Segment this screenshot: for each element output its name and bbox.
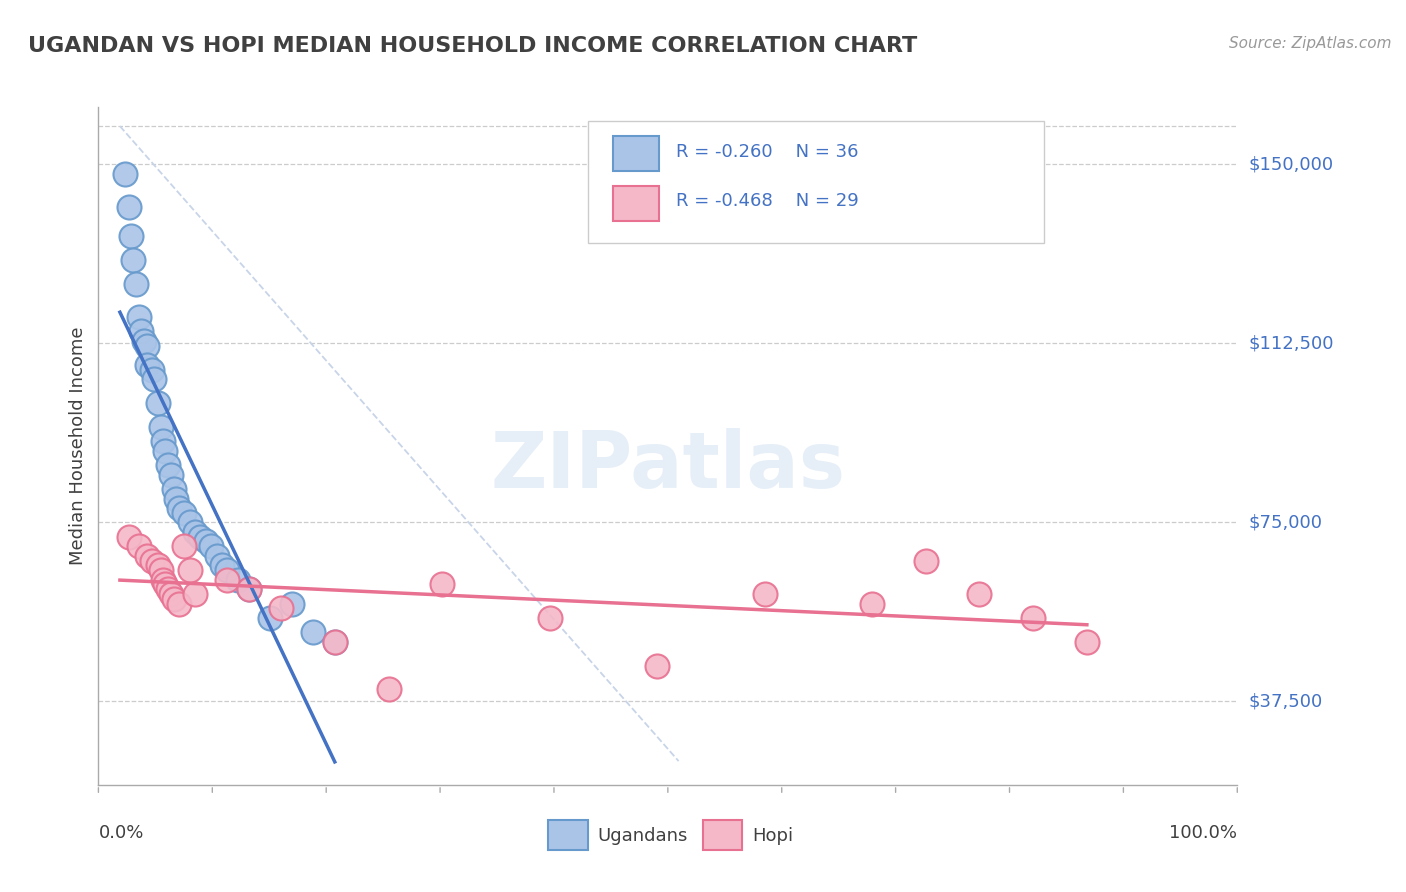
Text: UGANDAN VS HOPI MEDIAN HOUSEHOLD INCOME CORRELATION CHART: UGANDAN VS HOPI MEDIAN HOUSEHOLD INCOME … [28,36,917,55]
Point [141,362,163,376]
Point [184,524,207,539]
Point [302,625,325,640]
Point [157,458,180,472]
Point [211,558,233,573]
Point [153,443,176,458]
Point [152,573,174,587]
Point [152,434,174,449]
Text: Ugandans: Ugandans [598,827,688,845]
Y-axis label: Median Household Income: Median Household Income [69,326,87,566]
Point [179,563,201,577]
Point [149,420,172,434]
Point [135,358,157,372]
Point [270,601,292,615]
Point [146,558,169,573]
Point [132,334,155,348]
Point [128,539,150,553]
Point [173,506,195,520]
Point [226,573,249,587]
Text: Hopi: Hopi [752,827,793,845]
Point [969,587,991,601]
Point [1022,611,1045,625]
Point [114,167,136,181]
Point [125,277,148,291]
Point [323,634,346,648]
Point [162,482,184,496]
Point [190,530,212,544]
Text: Source: ZipAtlas.com: Source: ZipAtlas.com [1229,36,1392,51]
Point [167,597,190,611]
Text: $37,500: $37,500 [1249,692,1323,710]
Point [914,553,936,567]
Point [1076,634,1098,648]
Point [131,325,153,339]
Point [143,372,166,386]
Point [645,658,668,673]
Point [160,467,183,482]
Point [432,577,454,591]
Point [281,597,304,611]
Text: ZIPatlas: ZIPatlas [491,428,845,504]
FancyBboxPatch shape [613,186,659,221]
Text: R = -0.260    N = 36: R = -0.260 N = 36 [676,143,858,161]
Point [135,549,157,563]
Point [205,549,228,563]
Point [238,582,260,597]
Text: $150,000: $150,000 [1249,155,1333,173]
Point [538,611,561,625]
Point [860,597,883,611]
Point [173,539,195,553]
Point [217,563,239,577]
Point [754,587,776,601]
Point [153,577,176,591]
Point [149,563,172,577]
Point [162,591,184,606]
Text: 100.0%: 100.0% [1170,824,1237,842]
Point [157,582,180,597]
FancyBboxPatch shape [613,136,659,171]
Text: $112,500: $112,500 [1249,334,1334,352]
Point [238,582,260,597]
Point [128,310,150,324]
Text: 0.0%: 0.0% [98,824,143,842]
Point [179,516,201,530]
Point [141,553,163,567]
Point [200,539,222,553]
Point [184,587,207,601]
Point [259,611,281,625]
Point [167,501,190,516]
Point [160,587,183,601]
Point [377,682,399,697]
Point [135,339,157,353]
Point [120,229,142,244]
Point [194,534,217,549]
Point [146,396,169,410]
Point [217,573,239,587]
Text: R = -0.468    N = 29: R = -0.468 N = 29 [676,192,859,210]
Point [121,252,143,267]
Point [117,200,139,214]
FancyBboxPatch shape [588,120,1043,243]
Point [323,634,346,648]
Point [117,530,139,544]
Point [165,491,187,506]
Text: $75,000: $75,000 [1249,514,1323,532]
